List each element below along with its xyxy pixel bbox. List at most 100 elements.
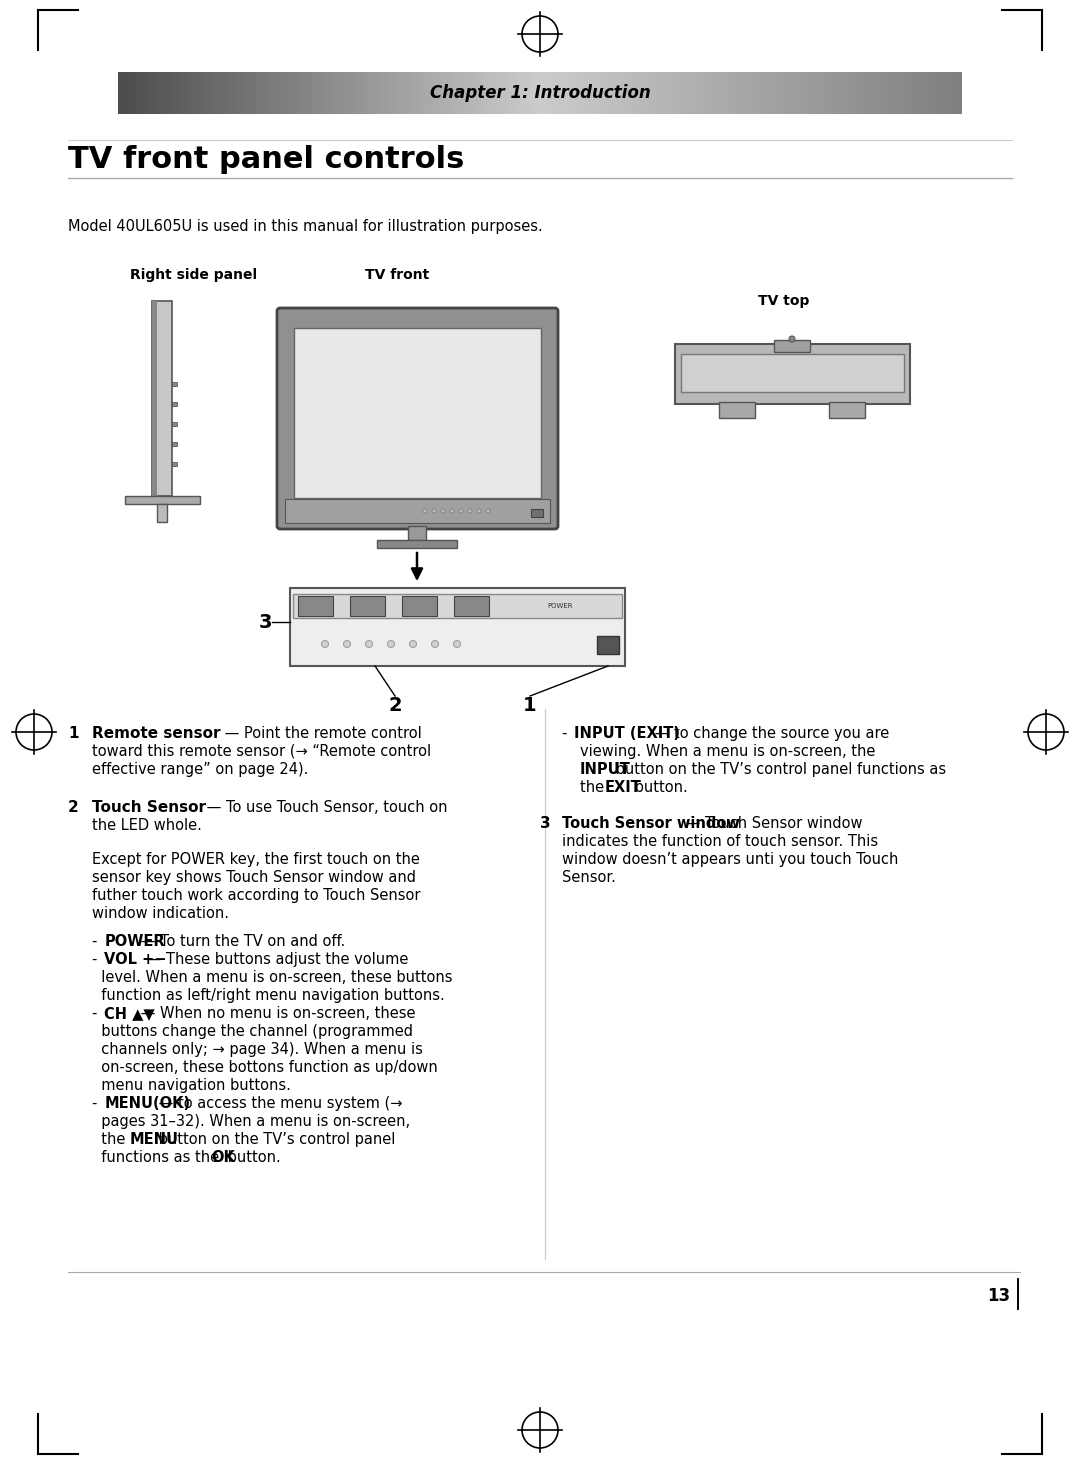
Text: Touch Sensor: Touch Sensor <box>92 799 206 815</box>
Text: POWER: POWER <box>105 934 165 949</box>
Circle shape <box>365 641 373 647</box>
Text: — to change the source you are: — to change the source you are <box>649 726 889 741</box>
Text: — To turn the TV on and off.: — To turn the TV on and off. <box>136 934 345 949</box>
Text: button on the TV’s control panel: button on the TV’s control panel <box>154 1132 396 1146</box>
Text: 1: 1 <box>523 695 537 714</box>
Bar <box>402 596 437 616</box>
Bar <box>774 340 810 351</box>
Circle shape <box>486 509 490 512</box>
Text: Touch Sensor window: Touch Sensor window <box>562 815 740 832</box>
Text: — Touch Sensor window: — Touch Sensor window <box>680 815 862 832</box>
Text: indicates the function of touch sensor. This: indicates the function of touch sensor. … <box>562 834 878 849</box>
Circle shape <box>441 509 445 512</box>
Bar <box>681 354 904 392</box>
Bar <box>454 596 489 616</box>
Text: — to access the menu system (→: — to access the menu system (→ <box>154 1097 403 1111</box>
Text: INPUT (EXIT): INPUT (EXIT) <box>575 726 680 741</box>
Text: OK: OK <box>211 1151 234 1165</box>
Bar <box>172 422 177 426</box>
Circle shape <box>468 509 472 512</box>
Text: the LED whole.: the LED whole. <box>92 818 202 833</box>
Text: VOL +−: VOL +− <box>105 952 167 968</box>
Text: buttons change the channel (programmed: buttons change the channel (programmed <box>92 1023 413 1039</box>
Text: 3: 3 <box>540 815 551 832</box>
Text: 1: 1 <box>68 726 79 741</box>
Bar <box>172 463 177 466</box>
Text: Chapter 1: Introduction: Chapter 1: Introduction <box>430 83 650 102</box>
Text: button.: button. <box>224 1151 281 1165</box>
Bar <box>350 596 384 616</box>
Text: button.: button. <box>630 780 688 795</box>
Text: functions as the: functions as the <box>92 1151 224 1165</box>
Text: MENU(OK): MENU(OK) <box>105 1097 191 1111</box>
Bar <box>172 442 177 447</box>
Bar <box>293 594 622 618</box>
Text: EXIT: EXIT <box>605 780 642 795</box>
Text: — When no menu is on-screen, these: — When no menu is on-screen, these <box>136 1006 415 1020</box>
Text: button on the TV’s control panel functions as: button on the TV’s control panel functio… <box>611 761 946 777</box>
Bar <box>675 344 910 404</box>
Text: TV top: TV top <box>758 294 809 307</box>
Text: -: - <box>92 1097 102 1111</box>
Text: toward this remote sensor (→ “Remote control: toward this remote sensor (→ “Remote con… <box>92 744 431 758</box>
Bar <box>152 302 172 496</box>
Text: viewing. When a menu is on-screen, the: viewing. When a menu is on-screen, the <box>580 744 876 758</box>
Text: window doesn’t appears unti you touch Touch: window doesn’t appears unti you touch To… <box>562 852 899 867</box>
Text: POWER: POWER <box>548 603 572 609</box>
Text: TV front panel controls: TV front panel controls <box>68 145 464 174</box>
Circle shape <box>432 641 438 647</box>
Text: — Point the remote control: — Point the remote control <box>220 726 422 741</box>
Text: effective range” on page 24).: effective range” on page 24). <box>92 761 309 777</box>
Text: INPUT: INPUT <box>580 761 631 777</box>
Text: window indication.: window indication. <box>92 906 229 921</box>
Bar <box>157 504 167 523</box>
Text: 2: 2 <box>68 799 79 815</box>
Text: 2: 2 <box>388 695 402 714</box>
Text: menu navigation buttons.: menu navigation buttons. <box>92 1078 291 1094</box>
Text: Right side panel: Right side panel <box>130 268 257 283</box>
Text: Sensor.: Sensor. <box>562 870 616 886</box>
Text: -: - <box>562 726 572 741</box>
Bar <box>294 328 541 498</box>
Circle shape <box>343 641 351 647</box>
Bar <box>152 302 157 496</box>
Text: MENU: MENU <box>130 1132 178 1146</box>
Bar <box>719 403 755 419</box>
Circle shape <box>450 509 454 512</box>
Text: Except for POWER key, the first touch on the: Except for POWER key, the first touch on… <box>92 852 420 867</box>
Bar <box>172 403 177 406</box>
Circle shape <box>454 641 460 647</box>
Text: -: - <box>92 934 102 949</box>
Circle shape <box>409 641 417 647</box>
Circle shape <box>388 641 394 647</box>
Text: TV front: TV front <box>365 268 429 283</box>
Text: channels only; → page 34). When a menu is: channels only; → page 34). When a menu i… <box>92 1042 423 1057</box>
Circle shape <box>477 509 481 512</box>
Bar <box>377 540 457 548</box>
Circle shape <box>459 509 463 512</box>
Text: futher touch work according to Touch Sensor: futher touch work according to Touch Sen… <box>92 889 420 903</box>
Text: 3: 3 <box>258 612 272 631</box>
Text: 13: 13 <box>987 1287 1010 1304</box>
Bar <box>408 526 426 540</box>
Bar <box>597 635 619 654</box>
Bar <box>285 499 550 523</box>
Bar <box>291 589 625 666</box>
Text: — To use Touch Sensor, touch on: — To use Touch Sensor, touch on <box>202 799 447 815</box>
Text: Model 40UL605U is used in this manual for illustration purposes.: Model 40UL605U is used in this manual fo… <box>68 220 543 234</box>
Text: — These buttons adjust the volume: — These buttons adjust the volume <box>141 952 408 968</box>
Text: on-screen, these bottons function as up/down: on-screen, these bottons function as up/… <box>92 1060 437 1075</box>
Text: sensor key shows Touch Sensor window and: sensor key shows Touch Sensor window and <box>92 870 416 886</box>
Bar <box>125 496 200 504</box>
Circle shape <box>423 509 427 512</box>
Text: Remote sensor: Remote sensor <box>92 726 220 741</box>
Circle shape <box>322 641 328 647</box>
Bar <box>172 382 177 386</box>
Circle shape <box>432 509 436 512</box>
Text: level. When a menu is on-screen, these buttons: level. When a menu is on-screen, these b… <box>92 971 453 985</box>
Text: -: - <box>92 952 102 968</box>
Circle shape <box>789 337 795 343</box>
Text: function as left/right menu navigation buttons.: function as left/right menu navigation b… <box>92 988 445 1003</box>
Bar <box>829 403 865 419</box>
Bar <box>298 596 333 616</box>
